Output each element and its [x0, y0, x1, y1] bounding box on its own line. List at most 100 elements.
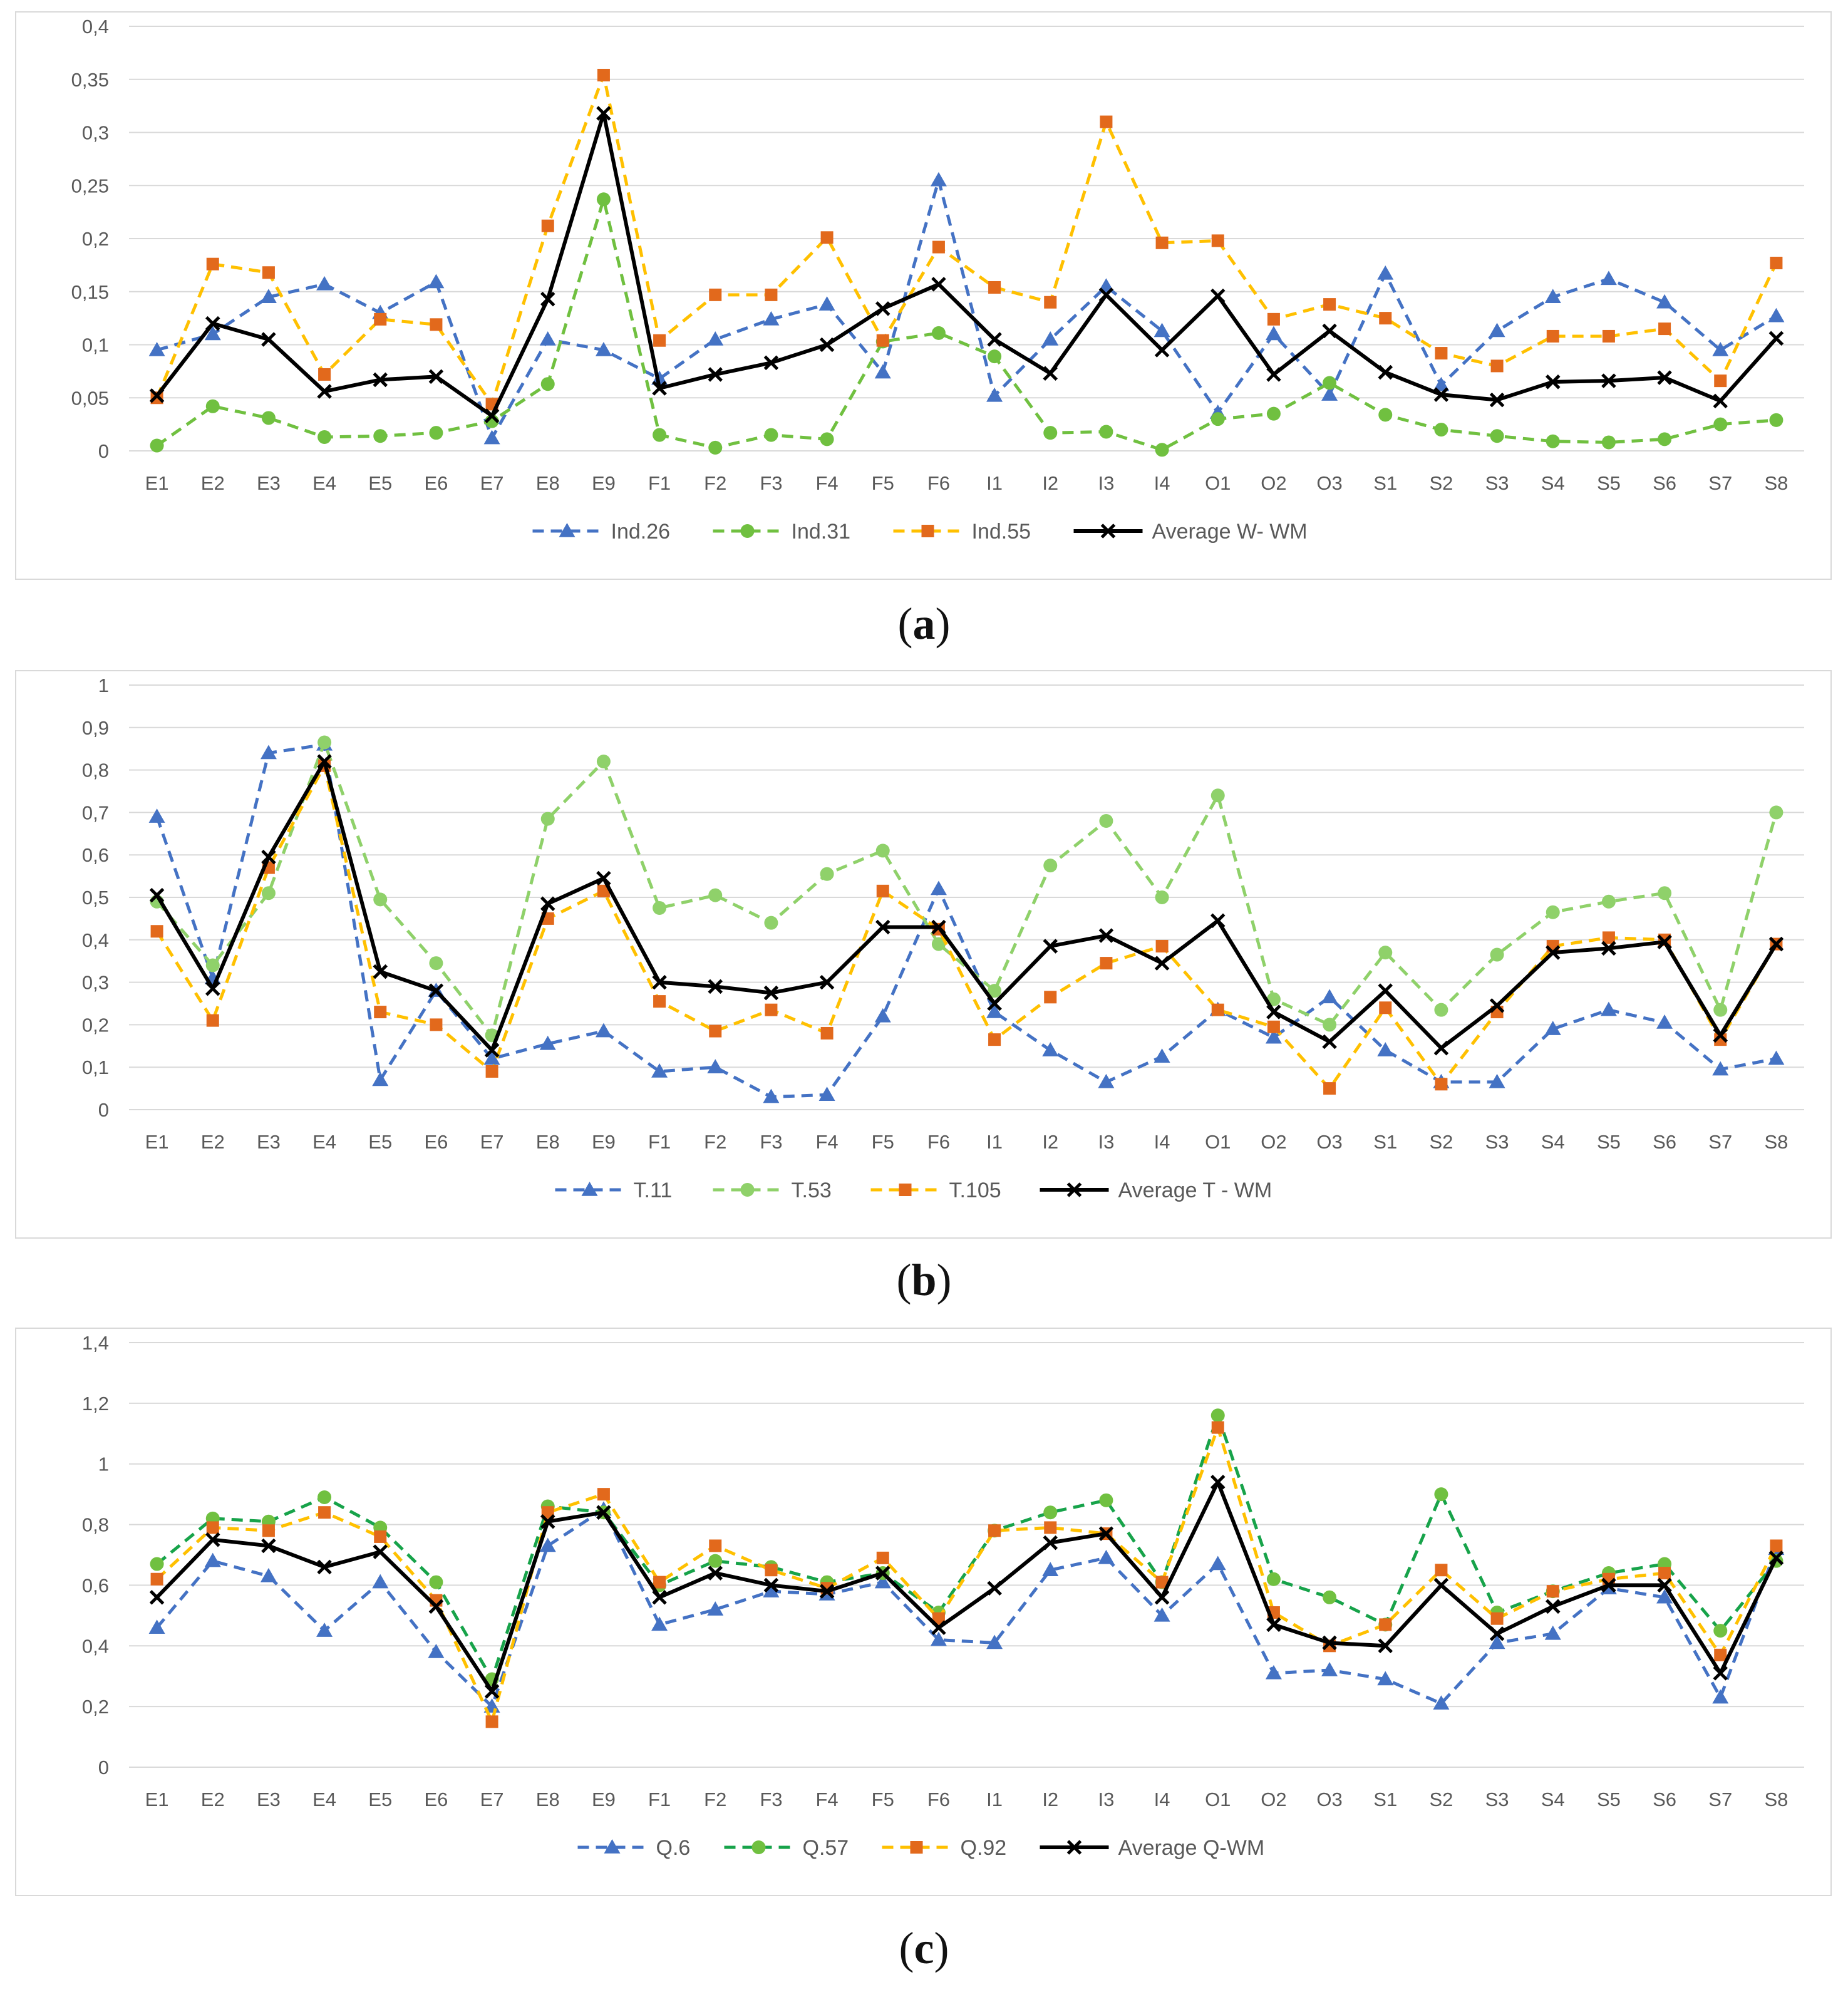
x-tick-label: F4	[815, 472, 838, 494]
data-point	[1043, 859, 1058, 873]
legend-label: T.105	[949, 1179, 1001, 1202]
x-tick-label: S7	[1708, 1788, 1732, 1810]
series-ind-55	[150, 68, 1783, 411]
data-point	[1155, 890, 1169, 904]
x-tick-label: S6	[1653, 1131, 1676, 1153]
data-point	[651, 370, 668, 385]
y-tick-label: 1,4	[82, 1332, 109, 1354]
x-tick-label: I4	[1154, 1131, 1170, 1153]
data-point	[1265, 1664, 1282, 1680]
x-tick-label: E7	[480, 1131, 504, 1153]
data-point	[1154, 1048, 1170, 1063]
data-point	[1768, 331, 1784, 346]
data-point	[988, 349, 1002, 364]
legend-label: Ind.26	[611, 520, 671, 544]
data-point	[1378, 1638, 1393, 1654]
x-tick-label: E5	[368, 1788, 392, 1810]
data-point	[1098, 1526, 1114, 1541]
data-point	[1322, 1635, 1337, 1651]
data-point	[988, 1033, 1001, 1046]
data-point	[818, 296, 835, 311]
data-point	[374, 1530, 387, 1543]
series-line	[156, 1413, 1778, 1681]
data-point	[428, 1599, 444, 1614]
y-tick-label: 1,2	[82, 1393, 109, 1415]
series-ind-31	[150, 192, 1783, 457]
data-point	[1544, 1625, 1561, 1640]
data-point	[596, 870, 611, 886]
data-point	[1266, 367, 1281, 382]
x-tick-label: S6	[1653, 472, 1676, 494]
series-ind-26	[148, 172, 1785, 445]
x-tick-label: S1	[1373, 472, 1397, 494]
data-point	[1713, 1624, 1728, 1638]
data-point	[1044, 296, 1057, 309]
data-point	[1042, 1562, 1059, 1576]
data-point	[430, 1018, 443, 1031]
panel-label-b: (b)	[896, 1255, 952, 1305]
y-tick-label: 0,2	[82, 228, 109, 250]
data-point	[1769, 413, 1783, 427]
data-point	[1266, 1004, 1281, 1019]
data-point	[1211, 234, 1224, 247]
data-point	[596, 755, 611, 769]
data-point	[1489, 1626, 1505, 1641]
data-point	[1043, 1535, 1058, 1551]
series-line	[155, 760, 1778, 1053]
series-average-t-wm	[149, 754, 1784, 1058]
data-point	[1433, 376, 1450, 391]
x-tick-label: F5	[872, 472, 894, 494]
x-tick-label: I1	[986, 472, 1003, 494]
data-point	[986, 1004, 1003, 1018]
data-point	[205, 1532, 220, 1547]
data-point	[1489, 1073, 1505, 1088]
data-point	[1714, 1648, 1727, 1661]
data-point	[765, 288, 778, 301]
x-tick-label: F5	[872, 1131, 894, 1153]
x-tick-label: O2	[1261, 1131, 1286, 1153]
data-point	[318, 1506, 331, 1519]
data-point	[1768, 307, 1785, 322]
x-tick-label: E4	[312, 472, 336, 494]
y-tick-label: 0	[98, 1099, 109, 1121]
data-point	[484, 1684, 500, 1699]
legend-label: T.11	[634, 1179, 673, 1202]
data-point	[1378, 983, 1393, 998]
data-point	[1602, 329, 1615, 343]
data-point	[1713, 1028, 1728, 1043]
data-point	[987, 1581, 1002, 1596]
x-tick-label: S1	[1373, 1788, 1397, 1810]
x-tick-label: S2	[1429, 1131, 1453, 1153]
data-point	[1266, 406, 1281, 421]
data-point	[1657, 370, 1672, 385]
data-point	[1211, 1003, 1224, 1016]
data-point	[1601, 435, 1616, 450]
x-tick-label: I4	[1154, 472, 1170, 494]
data-point	[1155, 939, 1169, 952]
x-tick-label: E9	[592, 1131, 616, 1153]
x-tick-label: S2	[1429, 472, 1453, 494]
line-chart-a: 0 0,05 0,1 0,15 0,2 0,25 0,3 0,35 0,4 E1 E2 E3 E4 E5 E…	[71, 16, 1804, 544]
data-point	[205, 399, 220, 413]
data-point	[261, 849, 276, 865]
data-point	[539, 1035, 556, 1050]
data-point	[1434, 423, 1448, 437]
data-point	[986, 387, 1003, 402]
data-point	[206, 1521, 219, 1534]
data-point	[763, 1088, 780, 1103]
legend-item: T.105	[870, 1179, 1001, 1202]
data-point	[653, 995, 666, 1008]
data-point	[763, 1583, 780, 1597]
x-tick-label: E1	[145, 1788, 169, 1810]
data-point	[429, 1575, 443, 1589]
series-q-92	[150, 1421, 1783, 1728]
data-point	[765, 1564, 778, 1577]
data-point	[1546, 905, 1560, 919]
series-line	[155, 743, 1777, 1099]
data-point	[820, 432, 834, 446]
x-tick-label: E3	[257, 472, 281, 494]
data-point	[1433, 1577, 1449, 1593]
data-point	[260, 1567, 277, 1582]
data-point	[1043, 939, 1058, 954]
legend-marker	[1100, 524, 1116, 539]
